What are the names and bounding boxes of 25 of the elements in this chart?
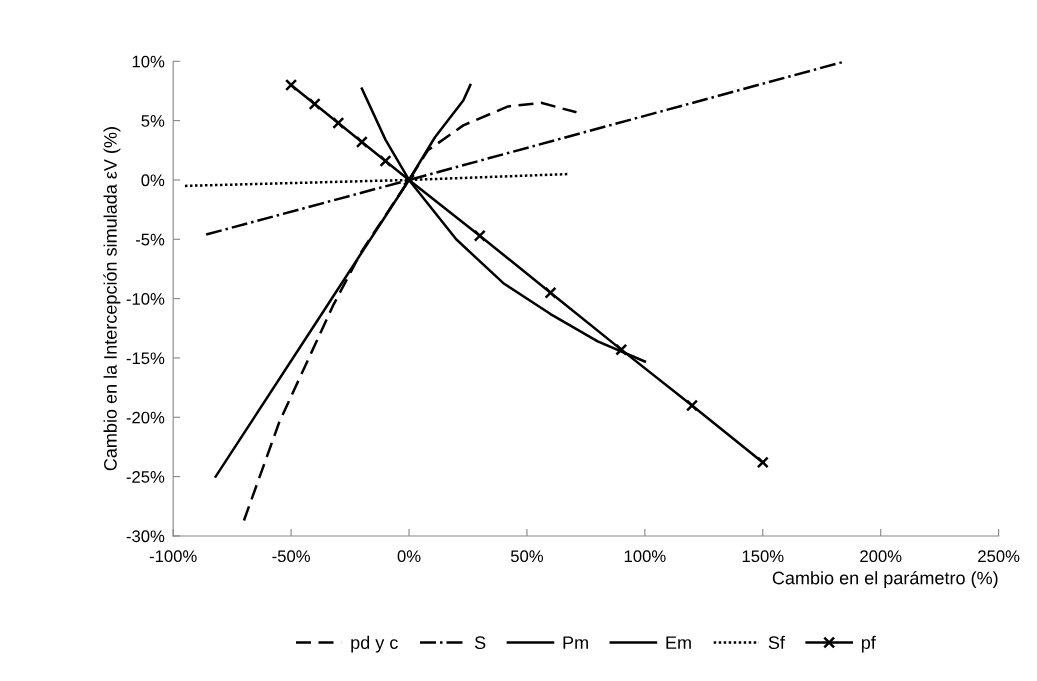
y-tick-label: -25% [126, 471, 165, 483]
x-tick-label: 150% [742, 550, 784, 563]
x-tick-label: -100% [149, 550, 197, 563]
x-tick-label: -50% [272, 550, 310, 563]
x-tick-label: 0% [397, 550, 421, 563]
y-tick-label: 5% [141, 115, 165, 127]
x-tick-label: 200% [860, 550, 902, 563]
y-axis-title: Cambio en la Intercepción simulada εV (%) [103, 127, 121, 471]
legend-label: pd y c [351, 635, 398, 653]
x-tick-label: 250% [978, 550, 1020, 563]
y-tick-label: -15% [126, 352, 165, 365]
legend-label: S [474, 636, 486, 650]
y-tick-label: -30% [126, 530, 165, 543]
y-tick-label: 10% [132, 55, 165, 68]
y-tick-label: -10% [126, 293, 165, 305]
legend-label: Sf [768, 635, 785, 650]
legend-label: Pm [563, 636, 588, 649]
y-tick-label: -20% [126, 411, 165, 424]
y-tick-label: -5% [135, 233, 165, 246]
y-tick-label: 0% [141, 174, 165, 187]
x-axis-title: Cambio en el parámetro (%) [772, 570, 998, 588]
legend-label: pf [861, 635, 876, 653]
legend-label: Em [666, 636, 691, 649]
x-tick-label: 50% [510, 550, 544, 563]
x-tick-label: 100% [624, 550, 666, 563]
